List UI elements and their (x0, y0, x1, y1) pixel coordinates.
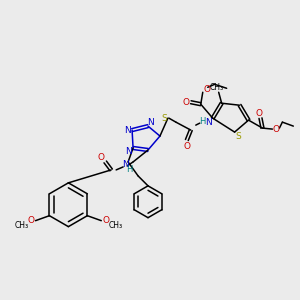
Text: S: S (161, 114, 167, 123)
Text: O: O (273, 124, 280, 134)
Text: N: N (147, 118, 153, 127)
Text: S: S (236, 132, 242, 141)
Text: N: N (125, 148, 131, 157)
Text: N: N (206, 118, 212, 127)
Text: O: O (183, 142, 190, 151)
Text: O: O (182, 98, 189, 107)
Text: O: O (103, 216, 110, 225)
Text: H: H (126, 165, 132, 174)
Text: N: N (122, 160, 128, 169)
Text: O: O (27, 216, 34, 225)
Text: O: O (256, 109, 263, 118)
Text: CH₃: CH₃ (108, 221, 122, 230)
Text: CH₃: CH₃ (210, 83, 224, 92)
Text: H: H (200, 117, 206, 126)
Text: O: O (203, 85, 210, 94)
Text: N: N (124, 126, 130, 135)
Text: O: O (98, 154, 105, 163)
Text: CH₃: CH₃ (14, 221, 28, 230)
